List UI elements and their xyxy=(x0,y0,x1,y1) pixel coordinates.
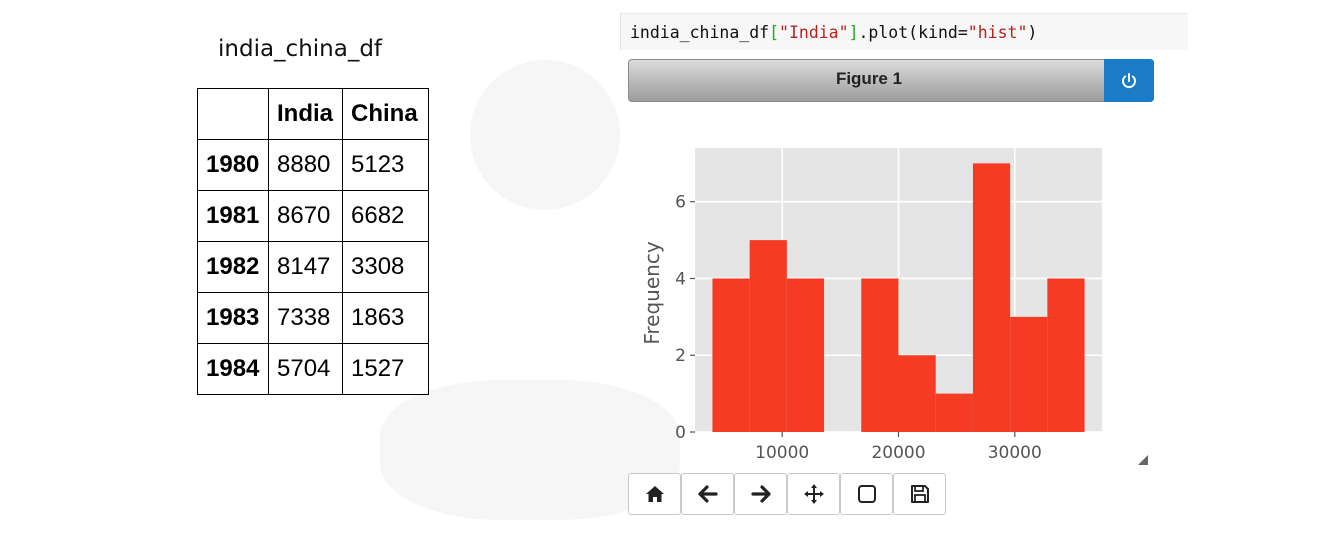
square-icon xyxy=(857,485,876,503)
x-tick-label: 30000 xyxy=(988,443,1042,463)
zoom-button[interactable] xyxy=(840,473,893,515)
cell-india: 8147 xyxy=(268,241,343,293)
histogram-bar xyxy=(972,163,1011,432)
histogram-bar xyxy=(861,278,899,432)
back-button[interactable] xyxy=(681,473,734,515)
dataframe-table: India China 1980 8880 5123 1981 8670 668… xyxy=(197,88,429,395)
cell-china: 6682 xyxy=(342,190,429,242)
resize-handle[interactable] xyxy=(1138,455,1148,465)
home-button[interactable] xyxy=(628,473,681,515)
figure-toolbar xyxy=(628,473,946,515)
x-tick-label: 20000 xyxy=(871,443,925,463)
table-row: 1983 7338 1863 xyxy=(197,292,429,344)
row-index: 1982 xyxy=(197,241,269,293)
cell-india: 7338 xyxy=(268,292,343,344)
y-tick-label: 0 xyxy=(675,423,686,443)
table-row: 1982 8147 3308 xyxy=(197,241,429,293)
forward-button[interactable] xyxy=(734,473,787,515)
home-icon xyxy=(645,486,664,502)
code-cell[interactable]: india_china_df["India"].plot(kind="hist"… xyxy=(620,13,1188,50)
close-figure-button[interactable] xyxy=(1104,59,1154,102)
code-token: india_china_df xyxy=(630,23,770,42)
y-tick-label: 6 xyxy=(675,193,686,213)
y-axis-label: Frequency xyxy=(640,241,664,344)
code-token: "India" xyxy=(779,23,849,42)
y-tick-label: 2 xyxy=(675,346,686,366)
row-index: 1983 xyxy=(197,292,269,344)
histogram-bar xyxy=(1047,278,1085,432)
histogram-bar xyxy=(786,278,825,432)
code-token: .plot(kind= xyxy=(858,23,968,42)
cell-india: 8880 xyxy=(268,139,343,191)
row-index: 1984 xyxy=(197,343,269,395)
code-token: [ xyxy=(769,23,780,42)
cell-china: 5123 xyxy=(342,139,429,191)
histogram-bar xyxy=(898,355,936,432)
power-icon xyxy=(1122,72,1136,88)
histogram-bar xyxy=(935,393,973,432)
save-button[interactable] xyxy=(893,473,946,515)
cell-china: 3308 xyxy=(342,241,429,293)
code-token: ] xyxy=(848,23,859,42)
column-header xyxy=(197,88,269,140)
arrow-left-icon xyxy=(697,485,718,503)
column-header: India xyxy=(268,88,343,140)
table-row: 1980 8880 5123 xyxy=(197,139,429,191)
histogram-bar xyxy=(712,278,750,432)
cell-china: 1527 xyxy=(342,343,429,395)
cell-india: 5704 xyxy=(268,343,343,395)
table-row: 1984 5704 1527 xyxy=(197,343,429,395)
pan-button[interactable] xyxy=(787,473,840,515)
histogram-chart: 0 2 4 6 10000 20000 30000 Frequency xyxy=(640,148,1102,463)
row-index: 1981 xyxy=(197,190,269,242)
table-row: 1981 8670 6682 xyxy=(197,190,429,242)
floppy-icon xyxy=(910,485,929,503)
table-header-row: India China xyxy=(197,88,429,140)
arrow-right-icon xyxy=(750,485,771,503)
move-icon xyxy=(803,484,824,504)
watermark-circle xyxy=(470,60,620,210)
cell-china: 1863 xyxy=(342,292,429,344)
figure-title: Figure 1 xyxy=(835,69,903,88)
histogram-bar xyxy=(1010,316,1048,432)
code-token: ) xyxy=(1027,23,1038,42)
figure-header: Figure 1 xyxy=(628,59,1154,102)
code-token: "hist" xyxy=(967,23,1028,42)
histogram-bar xyxy=(749,240,787,432)
row-index: 1980 xyxy=(197,139,269,191)
dataframe-title: india_china_df xyxy=(218,36,383,62)
column-header: China xyxy=(342,88,429,140)
cell-india: 8670 xyxy=(268,190,343,242)
x-tick-label: 10000 xyxy=(755,443,809,463)
y-tick-label: 4 xyxy=(675,269,686,289)
